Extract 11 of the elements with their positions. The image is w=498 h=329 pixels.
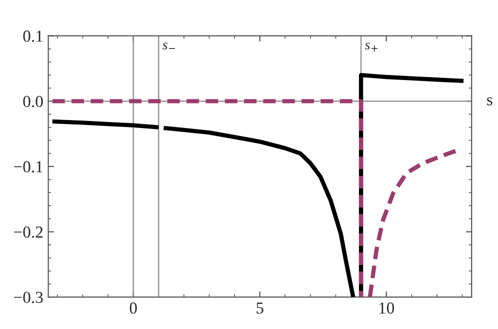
x-tick-label: 0 [130, 302, 137, 314]
ref-line-label: s$_{+}$ [365, 42, 378, 52]
y-tick-label: −0.3 [14, 292, 43, 304]
y-tick-label: −0.2 [14, 226, 43, 238]
y-tick-label: 0.1 [23, 30, 42, 42]
x-tick-label: 10 [379, 302, 394, 314]
y-tick-label: 0.0 [23, 96, 43, 108]
y-tick-label: −0.1 [14, 161, 42, 172]
ref-line-label: s$_{−}$ [162, 42, 176, 50]
x-axis-title: s [487, 97, 492, 106]
x-tick-label: 5 [256, 302, 264, 314]
